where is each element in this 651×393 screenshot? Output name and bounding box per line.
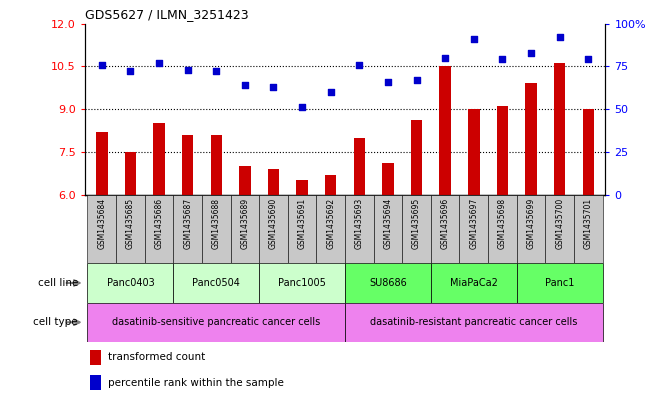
Point bbox=[526, 50, 536, 56]
Bar bbox=[87, 303, 345, 342]
Bar bbox=[554, 64, 565, 195]
Text: GSM1435693: GSM1435693 bbox=[355, 198, 364, 249]
Point bbox=[96, 61, 107, 68]
Text: GSM1435694: GSM1435694 bbox=[383, 198, 393, 249]
Text: dasatinib-resistant pancreatic cancer cells: dasatinib-resistant pancreatic cancer ce… bbox=[370, 317, 577, 327]
Bar bbox=[345, 263, 431, 303]
Point bbox=[240, 82, 250, 88]
Text: GSM1435686: GSM1435686 bbox=[154, 198, 163, 249]
Bar bbox=[431, 195, 460, 263]
Bar bbox=[468, 109, 480, 195]
Bar bbox=[402, 195, 431, 263]
Text: GDS5627 / ILMN_3251423: GDS5627 / ILMN_3251423 bbox=[85, 8, 248, 21]
Bar bbox=[316, 195, 345, 263]
Bar bbox=[353, 138, 365, 195]
Text: GSM1435701: GSM1435701 bbox=[584, 198, 593, 249]
Bar bbox=[239, 166, 251, 195]
Bar bbox=[431, 263, 517, 303]
Bar bbox=[374, 195, 402, 263]
Text: GSM1435696: GSM1435696 bbox=[441, 198, 450, 249]
Point bbox=[326, 89, 336, 95]
Bar bbox=[125, 152, 136, 195]
Text: percentile rank within the sample: percentile rank within the sample bbox=[108, 378, 284, 388]
Point bbox=[354, 61, 365, 68]
Bar bbox=[90, 375, 102, 391]
Text: GSM1435692: GSM1435692 bbox=[326, 198, 335, 249]
Bar bbox=[230, 195, 259, 263]
Text: cell type: cell type bbox=[33, 317, 78, 327]
Bar bbox=[497, 106, 508, 195]
Text: GSM1435698: GSM1435698 bbox=[498, 198, 507, 249]
Text: GSM1435699: GSM1435699 bbox=[527, 198, 536, 249]
Point bbox=[383, 79, 393, 85]
Text: GSM1435689: GSM1435689 bbox=[240, 198, 249, 249]
Bar bbox=[173, 263, 259, 303]
Point bbox=[125, 68, 135, 75]
Bar bbox=[460, 195, 488, 263]
Bar bbox=[87, 195, 116, 263]
Text: GSM1435691: GSM1435691 bbox=[298, 198, 307, 249]
Bar bbox=[90, 350, 102, 365]
Bar bbox=[583, 109, 594, 195]
Bar bbox=[517, 195, 546, 263]
Bar bbox=[488, 195, 517, 263]
Text: SU8686: SU8686 bbox=[369, 278, 407, 288]
Bar bbox=[259, 195, 288, 263]
Bar bbox=[325, 174, 337, 195]
Text: GSM1435697: GSM1435697 bbox=[469, 198, 478, 249]
Text: cell line: cell line bbox=[38, 278, 78, 288]
Bar bbox=[96, 132, 107, 195]
Text: GSM1435695: GSM1435695 bbox=[412, 198, 421, 249]
Bar bbox=[574, 195, 603, 263]
Point bbox=[555, 34, 565, 40]
Point bbox=[469, 36, 479, 42]
Text: GSM1435684: GSM1435684 bbox=[97, 198, 106, 249]
Bar bbox=[210, 135, 222, 195]
Point bbox=[154, 60, 164, 66]
Bar bbox=[382, 163, 394, 195]
Bar bbox=[259, 263, 345, 303]
Text: Panc1005: Panc1005 bbox=[278, 278, 326, 288]
Text: GSM1435687: GSM1435687 bbox=[183, 198, 192, 249]
Point bbox=[583, 56, 594, 62]
Bar bbox=[202, 195, 230, 263]
Point bbox=[440, 55, 450, 61]
Text: Panc0504: Panc0504 bbox=[192, 278, 240, 288]
Text: GSM1435690: GSM1435690 bbox=[269, 198, 278, 249]
Text: transformed count: transformed count bbox=[108, 352, 205, 362]
Point bbox=[497, 56, 508, 62]
Bar bbox=[87, 263, 173, 303]
Bar bbox=[296, 180, 308, 195]
Bar bbox=[288, 195, 316, 263]
Bar bbox=[268, 169, 279, 195]
Text: GSM1435688: GSM1435688 bbox=[212, 198, 221, 249]
Bar bbox=[145, 195, 173, 263]
Point bbox=[268, 84, 279, 90]
Bar bbox=[116, 195, 145, 263]
Bar bbox=[345, 303, 603, 342]
Text: Panc0403: Panc0403 bbox=[107, 278, 154, 288]
Bar bbox=[517, 263, 603, 303]
Bar bbox=[439, 66, 451, 195]
Text: GSM1435700: GSM1435700 bbox=[555, 198, 564, 249]
Point bbox=[211, 68, 221, 75]
Bar bbox=[345, 195, 374, 263]
Bar bbox=[546, 195, 574, 263]
Bar bbox=[411, 121, 422, 195]
Point bbox=[297, 104, 307, 110]
Point bbox=[411, 77, 422, 83]
Bar bbox=[173, 195, 202, 263]
Bar bbox=[182, 135, 193, 195]
Text: GSM1435685: GSM1435685 bbox=[126, 198, 135, 249]
Text: Panc1: Panc1 bbox=[545, 278, 574, 288]
Text: MiaPaCa2: MiaPaCa2 bbox=[450, 278, 498, 288]
Text: dasatinib-sensitive pancreatic cancer cells: dasatinib-sensitive pancreatic cancer ce… bbox=[112, 317, 320, 327]
Bar bbox=[525, 83, 537, 195]
Point bbox=[182, 66, 193, 73]
Bar bbox=[153, 123, 165, 195]
